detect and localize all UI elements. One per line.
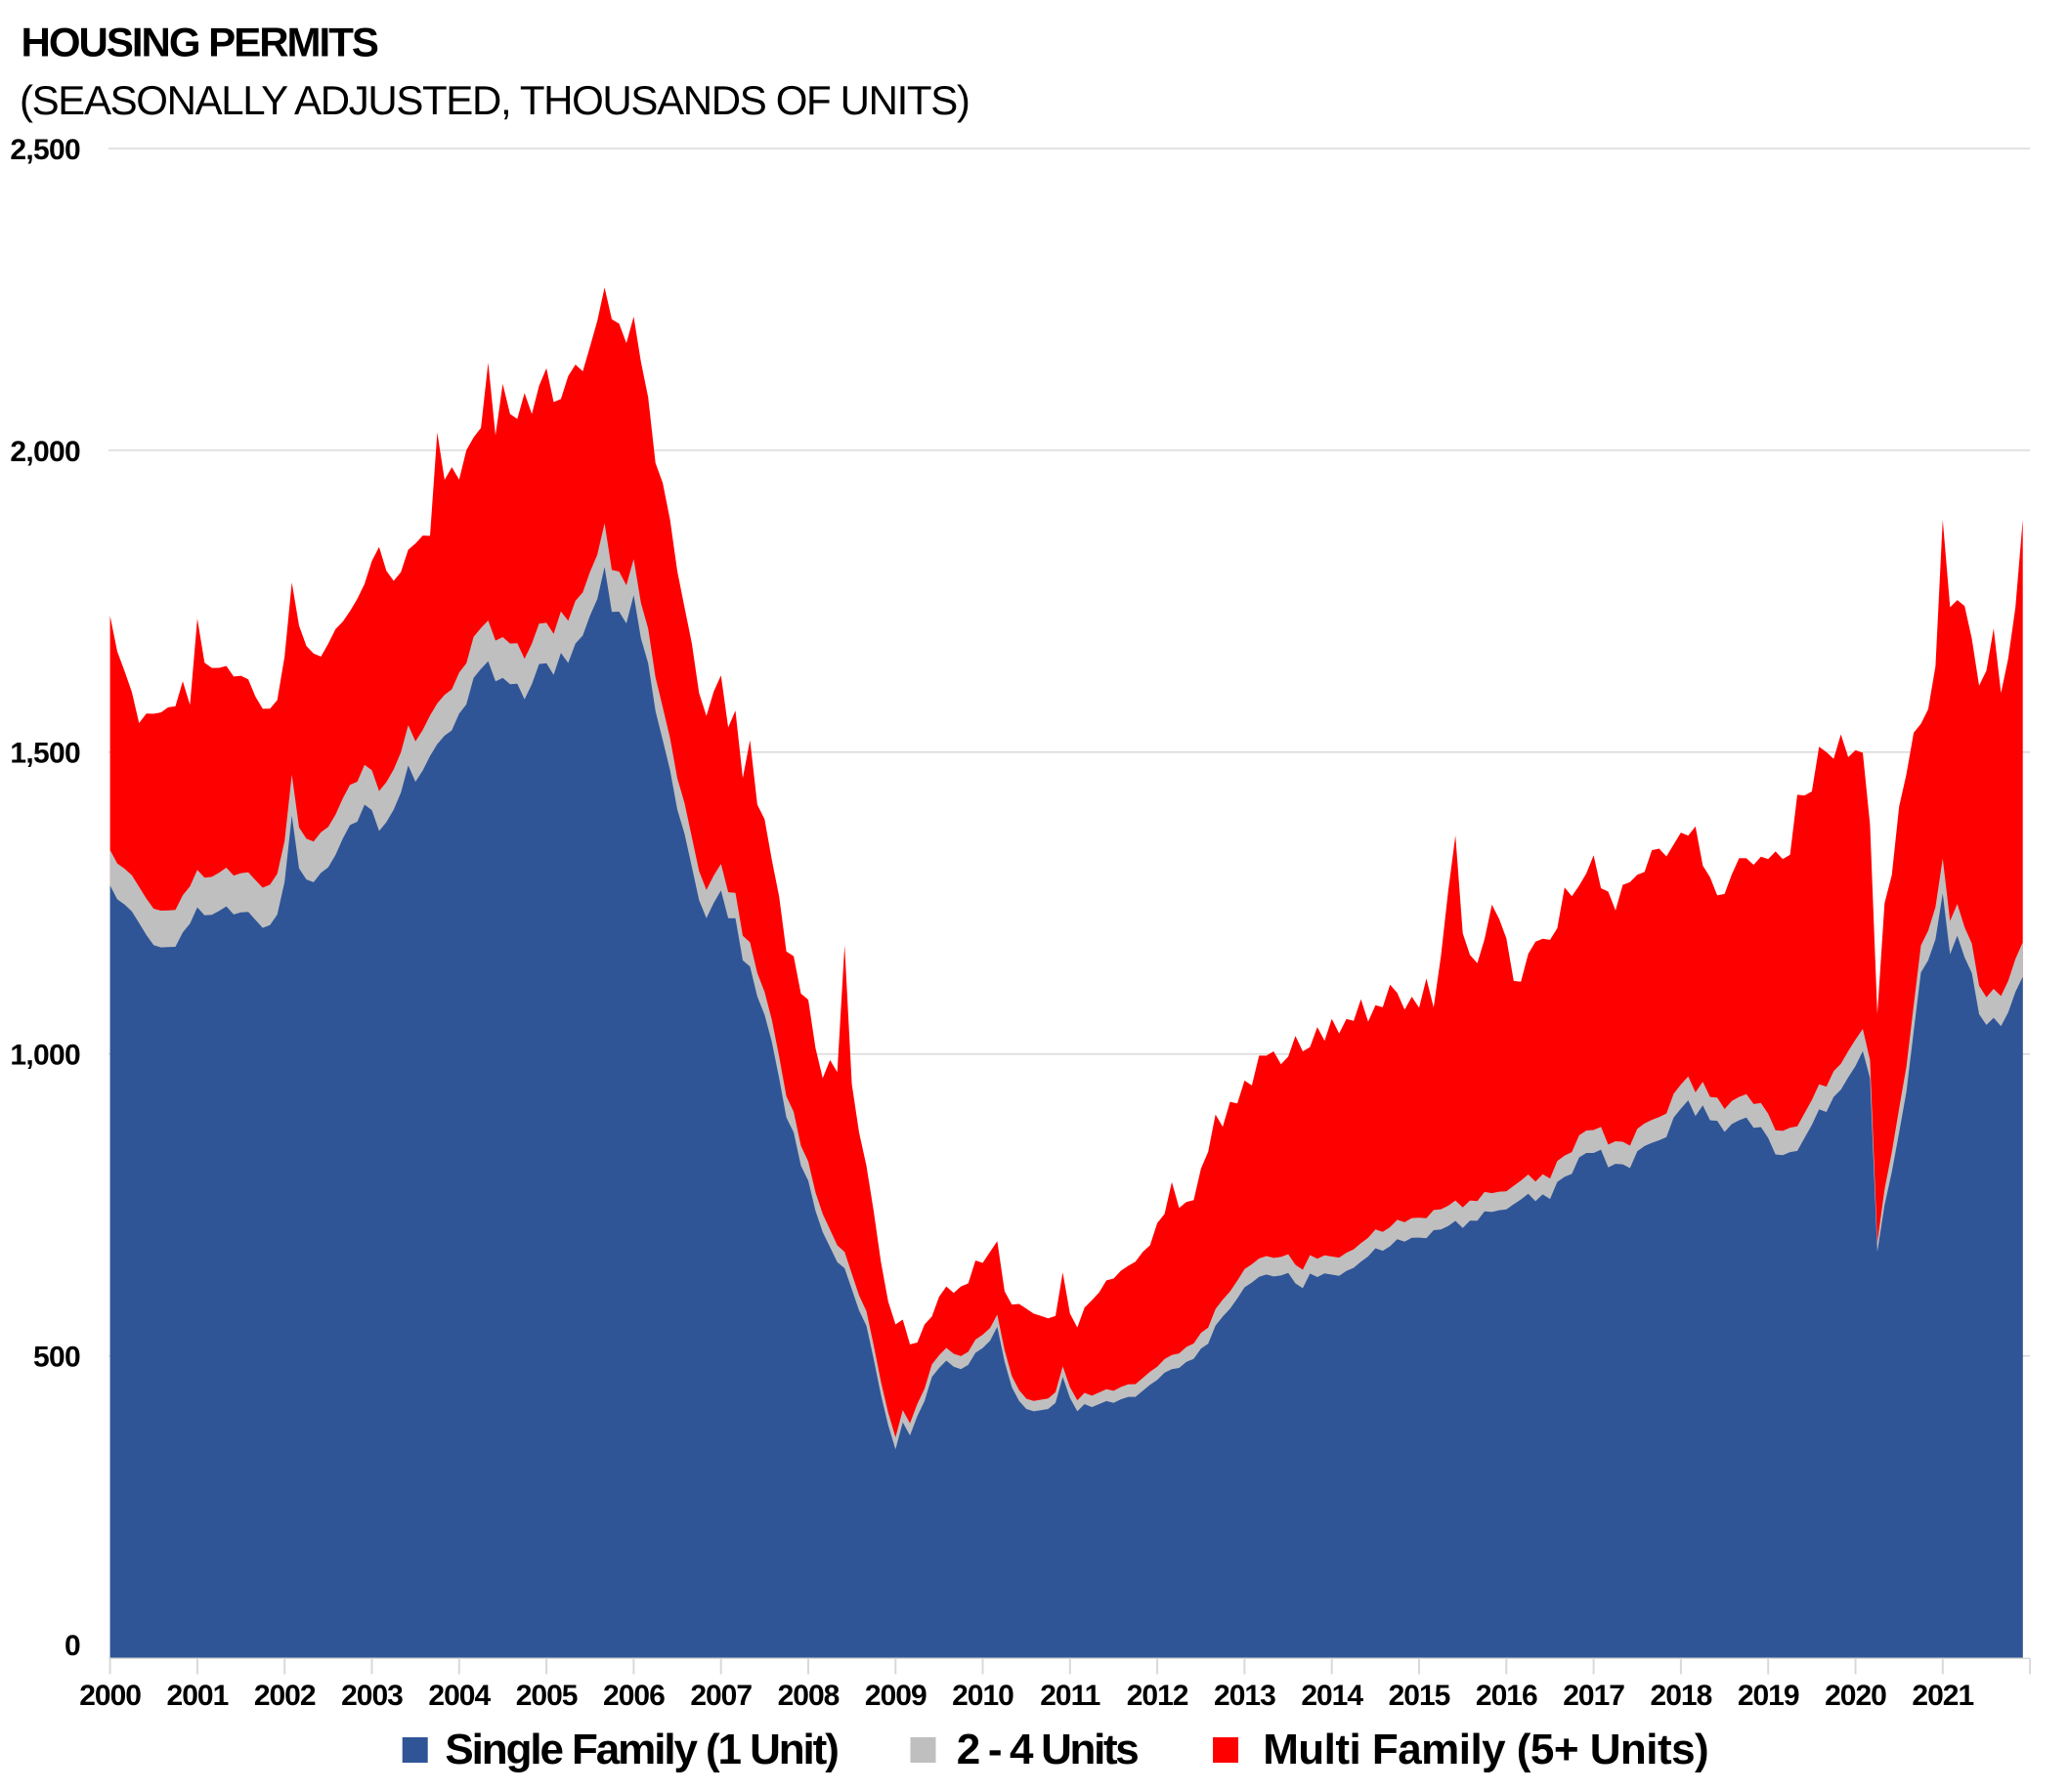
svg-text:HOUSING PERMITS: HOUSING PERMITS xyxy=(22,19,378,64)
svg-text:2014: 2014 xyxy=(1301,1680,1363,1712)
svg-text:0: 0 xyxy=(65,1630,80,1662)
svg-text:2012: 2012 xyxy=(1127,1680,1188,1712)
svg-text:2007: 2007 xyxy=(690,1680,752,1712)
svg-text:(SEASONALLY ADJUSTED, THOUSAND: (SEASONALLY ADJUSTED, THOUSANDS OF UNITS… xyxy=(20,77,970,123)
svg-text:2000: 2000 xyxy=(79,1680,141,1712)
svg-text:2013: 2013 xyxy=(1214,1680,1275,1712)
svg-text:2008: 2008 xyxy=(778,1680,840,1712)
svg-text:2005: 2005 xyxy=(516,1680,578,1712)
svg-text:2003: 2003 xyxy=(341,1680,403,1712)
svg-text:2004: 2004 xyxy=(428,1680,491,1712)
svg-text:2016: 2016 xyxy=(1476,1680,1537,1712)
svg-text:1,500: 1,500 xyxy=(10,738,80,770)
svg-text:2011: 2011 xyxy=(1040,1680,1099,1712)
svg-text:2 - 4 Units: 2 - 4 Units xyxy=(957,1726,1138,1773)
svg-text:2,000: 2,000 xyxy=(10,436,80,468)
svg-text:2020: 2020 xyxy=(1825,1680,1886,1712)
svg-text:Multi Family (5+ Units): Multi Family (5+ Units) xyxy=(1263,1726,1708,1773)
svg-text:2009: 2009 xyxy=(865,1680,927,1712)
svg-text:2002: 2002 xyxy=(254,1680,316,1712)
svg-text:2018: 2018 xyxy=(1651,1680,1712,1712)
svg-text:2015: 2015 xyxy=(1389,1680,1450,1712)
svg-text:2017: 2017 xyxy=(1563,1680,1624,1712)
svg-text:2,500: 2,500 xyxy=(10,134,80,166)
svg-text:2006: 2006 xyxy=(603,1680,665,1712)
svg-text:2019: 2019 xyxy=(1738,1680,1799,1712)
svg-text:Single Family (1 Unit): Single Family (1 Unit) xyxy=(445,1726,838,1773)
svg-text:2001: 2001 xyxy=(167,1680,229,1712)
svg-text:500: 500 xyxy=(33,1342,80,1374)
svg-text:1,000: 1,000 xyxy=(10,1040,80,1072)
svg-text:2021: 2021 xyxy=(1912,1680,1973,1712)
svg-text:2010: 2010 xyxy=(952,1680,1013,1712)
